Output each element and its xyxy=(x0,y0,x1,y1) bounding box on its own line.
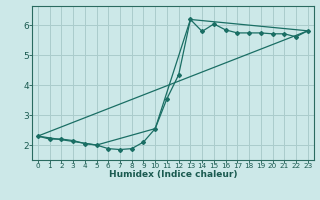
X-axis label: Humidex (Indice chaleur): Humidex (Indice chaleur) xyxy=(108,170,237,179)
